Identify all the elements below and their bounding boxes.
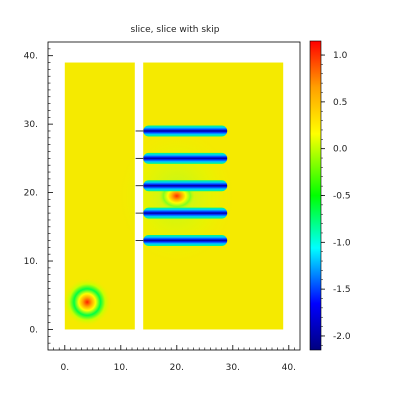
y-tick-label-0: 0.: [29, 325, 38, 335]
slit-bar-2: [143, 207, 228, 219]
colorbar-tick-label-1: 0.5: [333, 98, 347, 108]
y-tick-label-3: 30.: [24, 120, 38, 130]
source-spot: [64, 278, 112, 327]
colorbar-tick-label-0: 1.0: [333, 51, 348, 61]
colorbar-tick-label-5: -1.5: [333, 285, 351, 295]
axes-frame: [47, 41, 301, 351]
colorbar-tick-label-4: -1.0: [333, 238, 351, 248]
slit-bar-5: [143, 125, 228, 137]
slit-bar-1: [143, 234, 228, 246]
y-tick-label-2: 20.: [24, 189, 38, 199]
x-tick-label-3: 30.: [226, 363, 240, 373]
field-features: [64, 125, 237, 327]
y-tick-label-1: 10.: [24, 257, 38, 267]
axes: 0. 0. 10. 10. 20. 20. 30. 30. 40. 40.: [24, 41, 301, 373]
slit-bar-3: [143, 180, 228, 192]
colorbar-tick-label-2: 0.0: [333, 145, 348, 155]
slit-bar-4: [143, 152, 228, 164]
colorbar-tick-label-3: -0.5: [333, 192, 351, 202]
x-tick-label-1: 10.: [114, 363, 128, 373]
y-tick-label-4: 40.: [24, 52, 38, 62]
plot-area: [64, 62, 284, 330]
x-tick-label-4: 40.: [282, 363, 296, 373]
colorbar: 1.0 0.5 0.0 -0.5 -1.0 -1.5 -2.0: [309, 40, 351, 351]
chart-title: slice, slice with skip: [130, 25, 219, 35]
colorbar-scale: [309, 40, 322, 351]
x-tick-label-0: 0.: [61, 363, 70, 373]
x-tick-label-2: 20.: [170, 363, 184, 373]
colorbar-tick-label-6: -2.0: [333, 332, 351, 342]
